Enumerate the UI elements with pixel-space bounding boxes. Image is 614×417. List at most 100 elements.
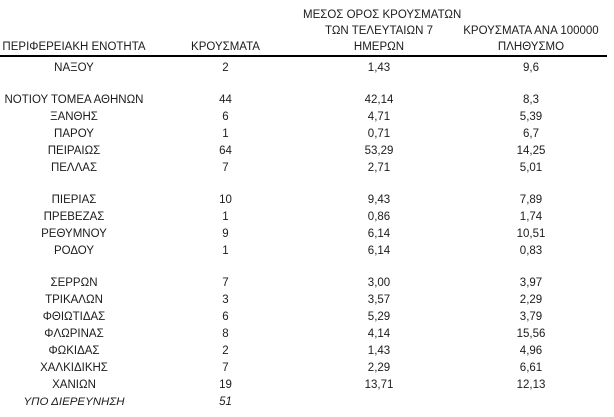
cell-regional_unit: ΠΙΕΡΙΑΣ	[51, 194, 97, 206]
cell-regional_unit: ΧΑΝΙΩΝ	[52, 379, 96, 391]
cell-regional_unit: ΡΟΔΟΥ	[53, 245, 95, 257]
cell-avg_7day: 2,29	[367, 362, 391, 374]
cell-cases: 7	[222, 362, 229, 374]
cell-avg_7day: 5,29	[367, 311, 391, 323]
cell-cases: 1	[222, 211, 229, 223]
cell-regional_unit: ΦΘΙΩΤΙΔΑΣ	[42, 311, 106, 323]
column-header-line: ΤΩΝ ΤΕΛΕΥΤΑΙΩΝ 7	[325, 25, 433, 37]
table-row: ΧΑΝΙΩΝ 19 13,71 12,13	[0, 377, 607, 394]
table-header-row: ΠΕΡΙΦΕΡΕΙΑΚΗ ΕΝΟΤΗΤΑ ΚΡΟΥΣΜΑΤΑ ΜΕΣΟΣ ΟΡΟΣ …	[0, 7, 607, 57]
cell-avg_7day: 53,29	[364, 145, 394, 157]
cell-regional_unit: ΝΟΤΙΟΥ ΤΟΜΕΑ ΑΘΗΝΩΝ	[4, 94, 144, 106]
table-row: ΦΛΩΡΙΝΑΣ 8 4,14 15,56	[0, 326, 607, 343]
column-header-avg_7day: ΜΕΣΟΣ ΟΡΟΣ ΚΡΟΥΣΜΑΤΩΝ ΤΩΝ ΤΕΛΕΥΤΑΙΩΝ 7 ΗΜΕ…	[303, 7, 461, 57]
table-row: ΧΑΛΚΙΔΙΚΗΣ 7 2,29 6,61	[0, 360, 607, 377]
table-row: ΤΡΙΚΑΛΩΝ 3 3,57 2,29	[0, 292, 607, 309]
cell-regional_unit: ΦΩΚΙΔΑΣ	[48, 345, 100, 357]
cell-per_100k: 8,3	[523, 94, 539, 106]
cell-avg_7day	[303, 394, 455, 411]
table-row: ΠΕΛΛΑΣ 7 2,71 5,01	[0, 160, 607, 177]
table-row: ΦΩΚΙΔΑΣ 2 1,43 4,96	[0, 343, 607, 360]
group-spacer-cell	[0, 260, 607, 275]
cell-avg_7day: 0,86	[367, 211, 391, 223]
cell-regional_unit: ΥΠΟ ΔΙΕΡΕΥΝΗΣΗ	[23, 396, 125, 408]
cell-avg_7day: 6,14	[367, 228, 391, 240]
cell-per_100k: 6,61	[519, 362, 543, 374]
cell-avg_7day: 13,71	[364, 379, 394, 391]
cell-per_100k	[455, 394, 607, 411]
cell-cases: 10	[219, 194, 232, 206]
cell-regional_unit: ΞΑΝΘΗΣ	[50, 111, 98, 123]
cell-cases: 7	[222, 277, 229, 289]
table-row: ΠΑΡΟΥ 1 0,71 6,7	[0, 126, 607, 143]
group-spacer-cell	[0, 177, 607, 192]
cell-per_100k: 5,39	[519, 111, 543, 123]
cell-cases: 6	[222, 311, 229, 323]
cell-cases: 7	[222, 162, 229, 174]
regional-unit-cases-table: ΠΕΡΙΦΕΡΕΙΑΚΗ ΕΝΟΤΗΤΑ ΚΡΟΥΣΜΑΤΑ ΜΕΣΟΣ ΟΡΟΣ …	[0, 7, 607, 411]
cell-cases: 64	[219, 145, 232, 157]
table-row: ΥΠΟ ΔΙΕΡΕΥΝΗΣΗ 51	[0, 394, 607, 411]
cell-per_100k: 14,25	[516, 145, 546, 157]
column-header-line: ΚΡΟΥΣΜΑΤΑ	[191, 41, 260, 53]
group-spacer-row	[0, 177, 607, 192]
cell-regional_unit: ΤΡΙΚΑΛΩΝ	[45, 294, 103, 306]
cell-regional_unit: ΦΛΩΡΙΝΑΣ	[44, 328, 104, 340]
table-row: ΝΑΞΟΥ 2 1,43 9,6	[0, 56, 607, 77]
table-row: ΠΙΕΡΙΑΣ 10 9,43 7,89	[0, 192, 607, 209]
cell-avg_7day: 1,43	[367, 62, 391, 74]
table-row: ΠΡΕΒΕΖΑΣ 1 0,86 1,74	[0, 209, 607, 226]
cell-regional_unit: ΝΑΞΟΥ	[54, 62, 94, 74]
column-header-per_100k: ΚΡΟΥΣΜΑΤΑ ΑΝΑ 100000 ΠΛΗΘΥΣΜΟ	[455, 7, 607, 57]
cell-avg_7day: 2,71	[367, 162, 391, 174]
cell-regional_unit: ΠΑΡΟΥ	[54, 128, 94, 140]
column-header-line: ΗΜΕΡΩΝ	[353, 41, 405, 53]
cell-per_100k: 10,51	[516, 228, 546, 240]
cell-per_100k: 1,74	[519, 211, 543, 223]
cell-per_100k: 3,79	[519, 311, 543, 323]
cell-avg_7day: 1,43	[367, 345, 391, 357]
column-header-cases: ΚΡΟΥΣΜΑΤΑ	[148, 7, 303, 57]
cell-per_100k: 4,96	[519, 345, 543, 357]
table-row: ΦΘΙΩΤΙΔΑΣ 6 5,29 3,79	[0, 309, 607, 326]
cell-regional_unit: ΠΡΕΒΕΖΑΣ	[43, 211, 105, 223]
table-row: ΡΟΔΟΥ 1 6,14 0,83	[0, 243, 607, 260]
cell-cases: 6	[222, 111, 229, 123]
group-spacer-row	[0, 260, 607, 275]
cell-cases: 2	[222, 345, 229, 357]
cell-per_100k: 0,83	[519, 245, 543, 257]
cell-per_100k: 3,97	[519, 277, 543, 289]
cell-avg_7day: 9,43	[367, 194, 391, 206]
cell-cases: 3	[222, 294, 229, 306]
table-row: ΠΕΙΡΑΙΩΣ 64 53,29 14,25	[0, 143, 607, 160]
cell-cases: 19	[219, 379, 232, 391]
table-body: ΝΑΞΟΥ 2 1,43 9,6 ΝΟΤΙΟΥ ΤΟΜΕΑ ΑΘΗΝΩΝ 44 42,14 8…	[0, 56, 607, 411]
cell-per_100k: 15,56	[516, 328, 546, 340]
table-header: ΠΕΡΙΦΕΡΕΙΑΚΗ ΕΝΟΤΗΤΑ ΚΡΟΥΣΜΑΤΑ ΜΕΣΟΣ ΟΡΟΣ …	[0, 7, 607, 57]
cell-cases: 2	[222, 62, 229, 74]
cell-avg_7day: 4,14	[367, 328, 391, 340]
column-header-line: ΠΕΡΙΦΕΡΕΙΑΚΗ ΕΝΟΤΗΤΑ	[2, 41, 146, 53]
cell-cases: 1	[222, 245, 229, 257]
cell-per_100k: 2,29	[519, 294, 543, 306]
cell-cases: 51	[219, 396, 232, 408]
cell-avg_7day: 0,71	[367, 128, 391, 140]
cell-cases: 44	[219, 94, 232, 106]
cell-cases: 1	[222, 128, 229, 140]
cell-cases: 9	[222, 228, 229, 240]
table-row: ΣΕΡΡΩΝ 7 3,00 3,97	[0, 275, 607, 292]
cell-regional_unit: ΣΕΡΡΩΝ	[50, 277, 98, 289]
cell-regional_unit: ΡΕΘΥΜΝΟΥ	[41, 228, 107, 240]
cell-cases: 8	[222, 328, 229, 340]
table-row: ΡΕΘΥΜΝΟΥ 9 6,14 10,51	[0, 226, 607, 243]
cell-avg_7day: 4,71	[367, 111, 391, 123]
cell-per_100k: 9,6	[523, 62, 539, 74]
column-header-line: ΠΛΗΘΥΣΜΟ	[497, 41, 565, 53]
column-header-regional_unit: ΠΕΡΙΦΕΡΕΙΑΚΗ ΕΝΟΤΗΤΑ	[0, 7, 148, 57]
cell-regional_unit: ΠΕΙΡΑΙΩΣ	[47, 145, 101, 157]
table-row: ΞΑΝΘΗΣ 6 4,71 5,39	[0, 109, 607, 126]
cell-per_100k: 5,01	[519, 162, 543, 174]
cell-avg_7day: 3,00	[367, 277, 391, 289]
cell-avg_7day: 3,57	[367, 294, 391, 306]
